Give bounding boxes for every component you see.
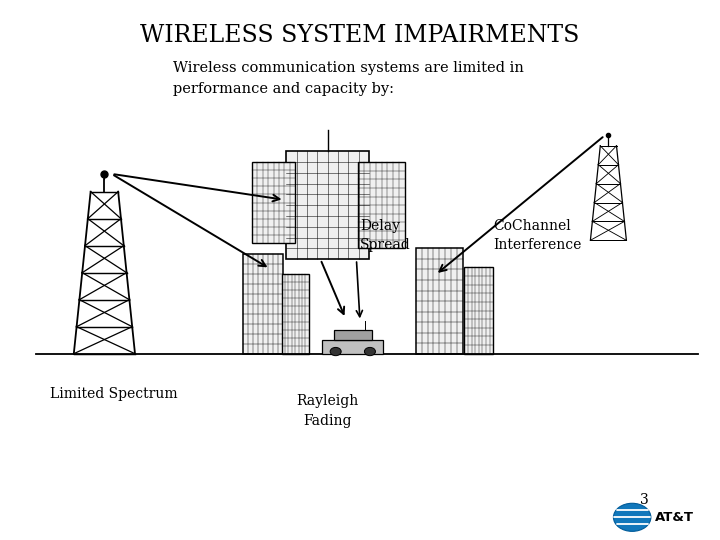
Bar	[334, 330, 372, 340]
Bar	[359, 162, 405, 248]
Bar	[252, 162, 295, 243]
Bar	[243, 254, 282, 354]
Text: WIRELESS SYSTEM IMPAIRMENTS: WIRELESS SYSTEM IMPAIRMENTS	[140, 24, 580, 46]
Bar	[287, 151, 369, 259]
Circle shape	[613, 503, 651, 531]
Text: AT&T: AT&T	[655, 511, 694, 524]
Text: Rayleigh
Fading: Rayleigh Fading	[297, 394, 359, 428]
Bar	[416, 248, 463, 354]
Text: Limited Spectrum: Limited Spectrum	[50, 387, 178, 401]
Bar	[282, 274, 309, 354]
Bar	[323, 340, 383, 354]
Text: 3: 3	[640, 492, 649, 507]
Text: Delay
Spread: Delay Spread	[360, 219, 410, 252]
Bar	[464, 267, 493, 354]
Text: CoChannel
Interference: CoChannel Interference	[493, 219, 582, 252]
Text: Wireless communication systems are limited in
performance and capacity by:: Wireless communication systems are limit…	[173, 61, 523, 96]
Circle shape	[364, 347, 375, 356]
Circle shape	[330, 347, 341, 356]
